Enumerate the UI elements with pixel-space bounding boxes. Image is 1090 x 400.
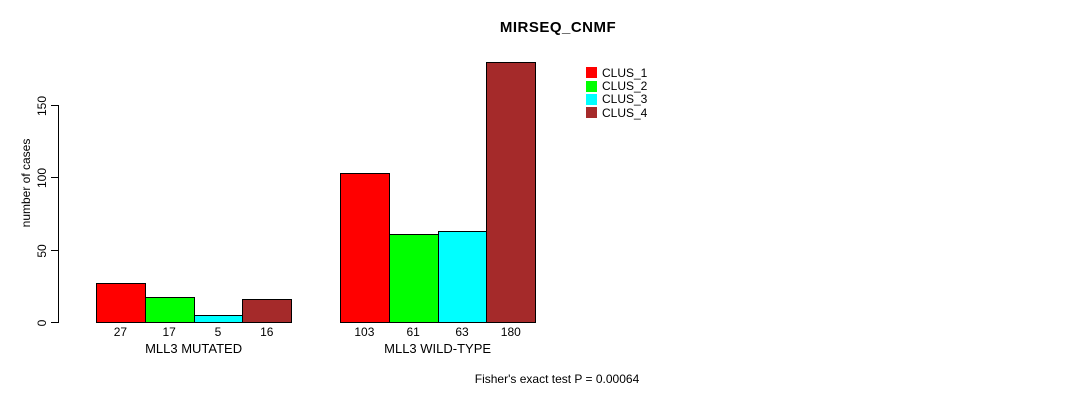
bar-clus_4-wild-type [486,62,536,323]
bar-value-label: 16 [260,325,274,339]
x-category-label: MLL3 WILD-TYPE [384,341,492,356]
bar-value-label: 5 [214,325,222,339]
legend: CLUS_1 CLUS_2 CLUS_3 CLUS_4 [586,66,647,120]
y-axis-tick-label: 150 [35,95,49,116]
fisher-test-annotation: Fisher's exact test P = 0.00064 [474,372,640,386]
y-axis-tick [51,322,58,323]
bar-value-label: 180 [500,325,521,339]
y-axis-tick [51,250,58,251]
y-axis-line [58,105,59,323]
y-axis-tick-label: 0 [35,319,49,326]
bar-clus_1-mutated [96,283,146,323]
y-axis-tick [51,177,58,178]
legend-item-clus_2: CLUS_2 [586,79,647,92]
legend-item-label: CLUS_4 [602,105,648,120]
bar-clus_4-mutated [242,299,292,323]
legend-swatch-icon [586,67,597,79]
bar-value-label: 27 [113,325,128,339]
legend-item-label: CLUS_1 [602,65,648,80]
bar-value-label: 61 [406,325,420,339]
y-axis-tick [51,105,58,106]
chart-title: MIRSEQ_CNMF [499,19,617,36]
legend-swatch-icon [586,80,597,92]
bar-value-label: 103 [354,325,375,339]
legend-item-label: CLUS_3 [602,92,648,107]
bar-value-label: 17 [162,325,176,339]
y-axis-label: number of cases [19,138,33,228]
legend-item-label: CLUS_2 [602,79,648,94]
legend-item-clus_4: CLUS_4 [586,106,647,119]
y-axis-tick-label: 50 [35,243,49,258]
bar-value-label: 63 [455,325,469,339]
legend-swatch-icon [586,93,597,105]
legend-item-clus_1: CLUS_1 [586,66,647,79]
x-category-label: MLL3 MUTATED [145,341,243,356]
bar-clus_2-mutated [145,297,195,323]
bar-clus_3-mutated [194,315,243,323]
bar-clus_2-wild-type [389,234,439,323]
y-axis-tick-label: 100 [35,167,49,188]
bar-clus_1-wild-type [340,173,390,323]
legend-item-clus_3: CLUS_3 [586,93,647,106]
legend-swatch-icon [586,107,597,119]
bar-clus_3-wild-type [438,231,487,323]
